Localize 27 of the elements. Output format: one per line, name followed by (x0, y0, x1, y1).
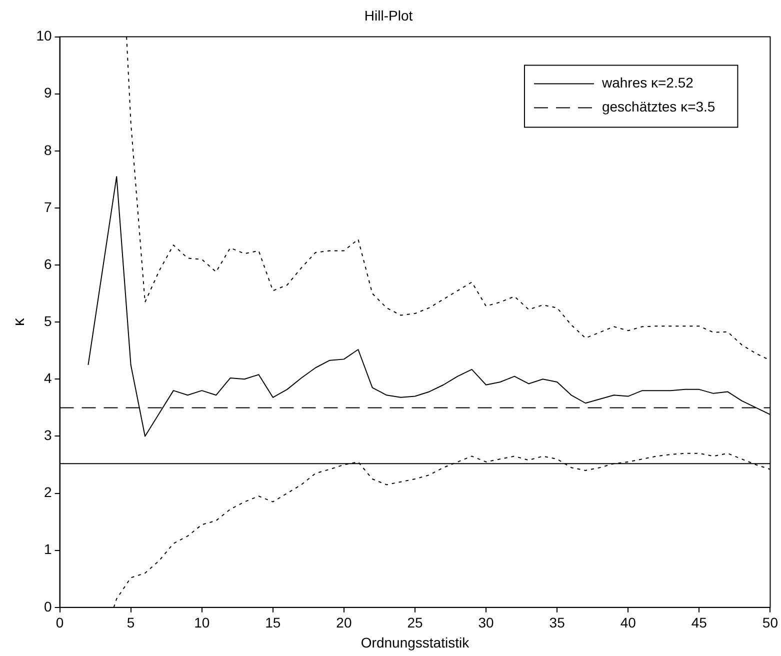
x-tick-label: 0 (56, 614, 64, 631)
x-tick-label: 40 (620, 614, 636, 631)
legend-label: wahres κ=2.52 (600, 74, 694, 91)
x-tick-label: 15 (265, 614, 281, 631)
x-tick-label: 30 (478, 614, 494, 631)
y-tick-label: 5 (44, 312, 52, 329)
y-axis-title: κ (11, 317, 28, 326)
y-tick-label: 4 (44, 370, 52, 386)
x-axis-title: Ordnungsstatistik (360, 634, 470, 650)
x-tick-label: 25 (407, 614, 423, 631)
x-tick-label: 20 (336, 614, 352, 631)
y-tick-label: 2 (44, 484, 52, 500)
y-tick-label: 10 (36, 28, 52, 44)
y-tick-label: 7 (44, 198, 52, 215)
x-tick-label: 45 (691, 614, 708, 631)
y-tick-label: 8 (44, 142, 52, 158)
x-tick-label: 35 (549, 614, 566, 631)
legend-label: geschätztes κ=3.5 (602, 98, 716, 115)
y-tick-label: 0 (44, 598, 52, 614)
x-tick-label: 10 (194, 614, 210, 631)
y-tick-label: 9 (44, 84, 52, 101)
y-tick-label: 6 (44, 256, 52, 272)
y-tick-label: 1 (44, 541, 52, 558)
x-tick-label: 5 (126, 614, 135, 631)
y-tick-label: 3 (44, 427, 52, 444)
chart-title: Hill-Plot (364, 7, 413, 24)
x-tick-label: 50 (762, 614, 778, 631)
